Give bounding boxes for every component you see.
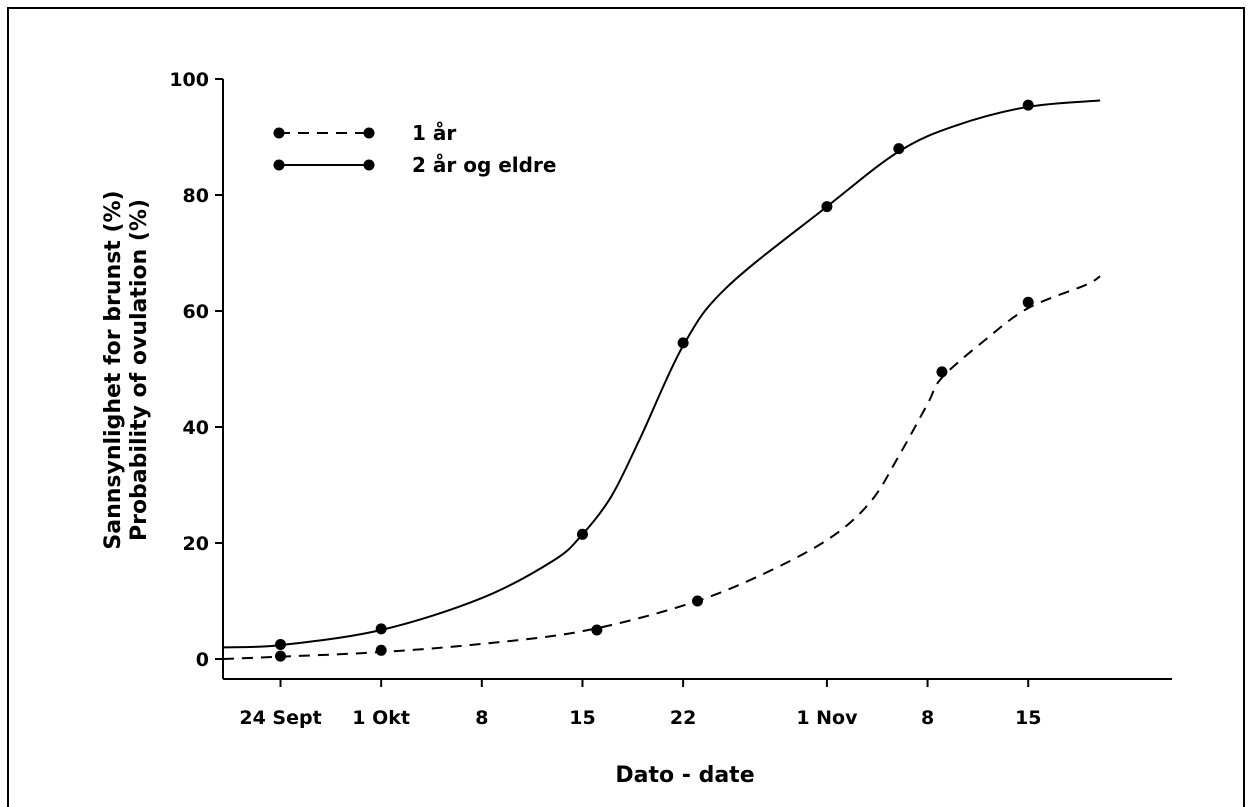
legend-point-2-ar-end [363,159,375,171]
series-line-2-ar-og-eldre [222,99,1101,649]
y-axis-title-line-1: Sannsynlighet for brunst (%) [101,190,126,549]
y-tick-label: 0 [196,649,209,671]
data-point-1-ar [1022,296,1034,308]
x-tick-label: 1 Nov [796,707,858,729]
x-tick-label: 1 Okt [352,707,410,729]
y-ticks: 0 20 40 60 80 100 [169,69,223,671]
x-ticks: 24 Sept 1 Okt 8 15 22 1 Nov 8 15 [239,679,1041,729]
data-point-2-ar-og-eldre [677,337,689,349]
figure-frame [7,7,1245,807]
legend-label-1-ar: 1 år [412,121,456,145]
series-layer [222,99,1101,662]
x-tick-label: 24 Sept [239,707,321,729]
y-tick-label: 80 [183,185,209,207]
x-axis-title: Dato - date [615,763,754,788]
data-point-2-ar-og-eldre [375,623,387,635]
data-point-1-ar [591,624,603,636]
x-tick-label: 22 [670,707,696,729]
legend-point-2-ar-start [273,159,285,171]
x-tick-label: 15 [569,707,595,729]
y-axis-title-line-2: Probability of ovulation (%) [127,199,152,541]
data-point-2-ar-og-eldre [1022,99,1034,111]
x-tick-label: 8 [475,707,488,729]
legend-point-1-ar-start [273,127,285,139]
data-point-2-ar-og-eldre [576,528,588,540]
y-tick-label: 20 [183,533,209,555]
legend-label-2-ar-og-eldre: 2 år og eldre [412,153,556,177]
legend-point-1-ar-end [363,127,375,139]
axes: 0 20 40 60 80 100 24 Sept 1 Okt 8 15 22 1 Nov 8 15 [169,69,1172,729]
y-tick-label: 100 [169,69,209,91]
y-tick-label: 60 [183,301,209,323]
data-point-2-ar-og-eldre [821,201,833,213]
x-tick-label: 15 [1015,707,1041,729]
data-point-1-ar [692,595,703,607]
series-line-1-ar [222,275,1101,660]
legend: 1 år 2 år og eldre [273,121,556,177]
data-point-1-ar [275,650,287,662]
data-point-1-ar [375,644,387,656]
x-tick-label: 8 [921,707,934,729]
data-point-2-ar-og-eldre [893,143,905,155]
y-tick-label: 40 [183,417,209,439]
data-point-1-ar [936,366,948,378]
data-point-2-ar-og-eldre [275,639,287,650]
